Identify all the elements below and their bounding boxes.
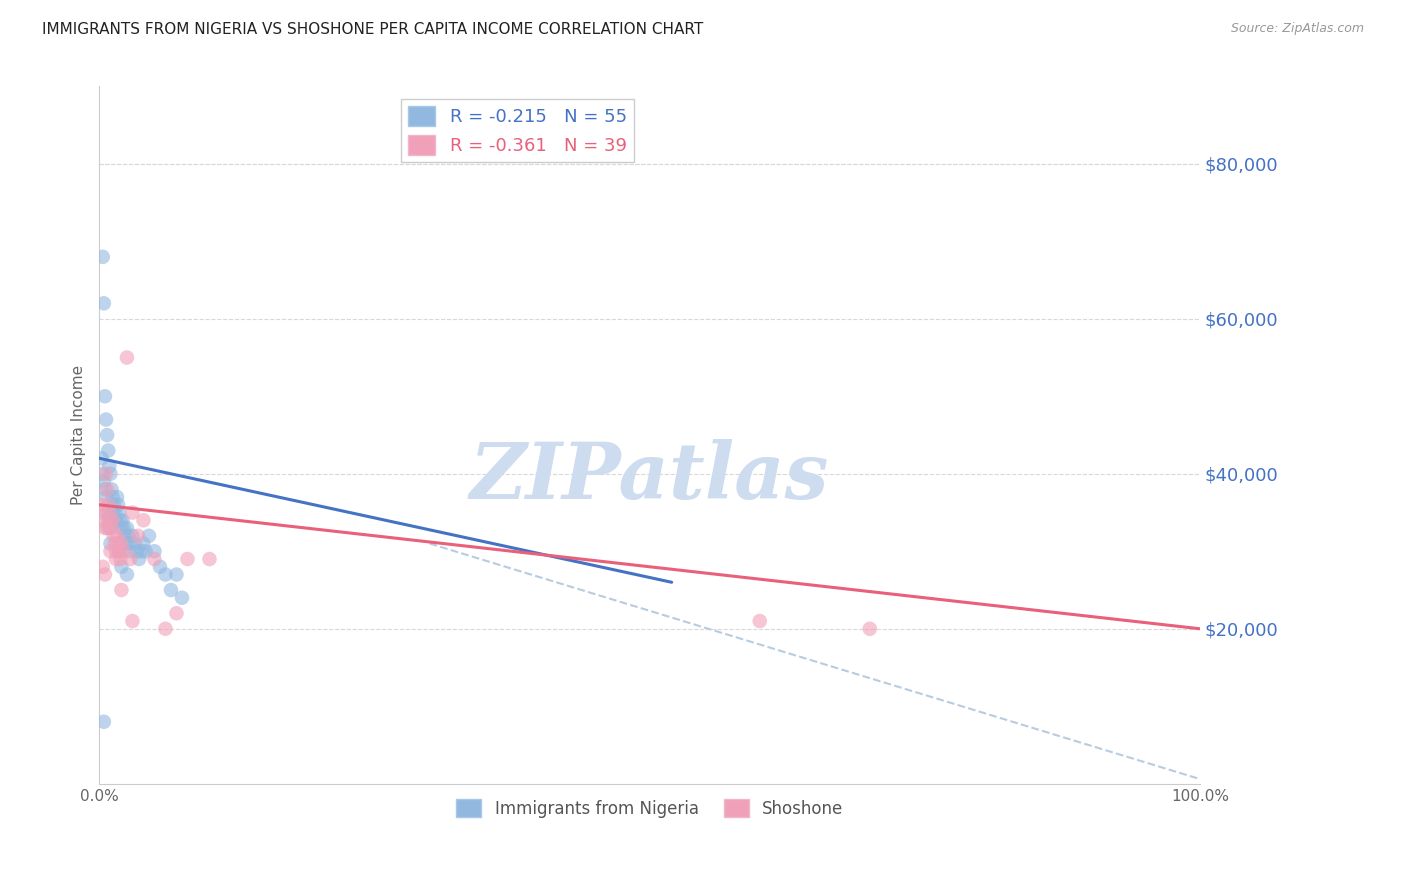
Point	[108, 506, 131, 520]
Point	[91, 467, 114, 481]
Point	[96, 428, 118, 442]
Point	[96, 506, 118, 520]
Point	[115, 351, 138, 365]
Point	[94, 389, 117, 403]
Point	[176, 552, 198, 566]
Point	[155, 622, 177, 636]
Point	[91, 250, 114, 264]
Point	[118, 536, 141, 550]
Point	[104, 513, 127, 527]
Point	[143, 544, 166, 558]
Point	[121, 506, 143, 520]
Point	[97, 443, 120, 458]
Point	[115, 536, 138, 550]
Point	[105, 490, 128, 504]
Point	[98, 506, 121, 520]
Point	[120, 552, 142, 566]
Point	[90, 451, 112, 466]
Point	[166, 607, 188, 621]
Text: Source: ZipAtlas.com: Source: ZipAtlas.com	[1230, 22, 1364, 36]
Point	[107, 536, 129, 550]
Point	[94, 521, 117, 535]
Point	[98, 521, 121, 535]
Point	[114, 529, 136, 543]
Point	[117, 529, 139, 543]
Point	[103, 529, 125, 543]
Point	[166, 567, 188, 582]
Point	[96, 483, 118, 497]
Point	[94, 412, 117, 426]
Point	[108, 544, 131, 558]
Point	[128, 552, 150, 566]
Point	[120, 544, 142, 558]
Point	[104, 552, 127, 566]
Point	[93, 296, 115, 310]
Point	[97, 498, 120, 512]
Point	[110, 521, 132, 535]
Point	[105, 529, 128, 543]
Point	[100, 544, 122, 558]
Point	[107, 498, 129, 512]
Point	[98, 458, 121, 473]
Point	[121, 529, 143, 543]
Point	[115, 521, 138, 535]
Point	[125, 544, 148, 558]
Point	[110, 582, 132, 597]
Legend: Immigrants from Nigeria, Shoshone: Immigrants from Nigeria, Shoshone	[450, 792, 849, 824]
Point	[124, 536, 146, 550]
Point	[111, 513, 134, 527]
Point	[859, 622, 882, 636]
Point	[94, 467, 117, 481]
Point	[93, 714, 115, 729]
Point	[155, 567, 177, 582]
Point	[93, 475, 115, 489]
Point	[100, 513, 122, 527]
Point	[100, 536, 122, 550]
Point	[170, 591, 193, 605]
Point	[104, 513, 127, 527]
Point	[100, 483, 122, 497]
Point	[110, 552, 132, 566]
Point	[110, 536, 132, 550]
Point	[101, 490, 124, 504]
Point	[104, 506, 127, 520]
Y-axis label: Per Capita Income: Per Capita Income	[72, 365, 86, 505]
Point	[135, 544, 157, 558]
Point	[104, 544, 127, 558]
Point	[110, 513, 132, 527]
Point	[149, 559, 172, 574]
Point	[138, 529, 160, 543]
Point	[132, 513, 155, 527]
Point	[93, 513, 115, 527]
Text: ZIPatlas: ZIPatlas	[470, 439, 830, 516]
Point	[91, 506, 114, 520]
Point	[108, 544, 131, 558]
Point	[121, 614, 143, 628]
Text: IMMIGRANTS FROM NIGERIA VS SHOSHONE PER CAPITA INCOME CORRELATION CHART: IMMIGRANTS FROM NIGERIA VS SHOSHONE PER …	[42, 22, 703, 37]
Point	[90, 498, 112, 512]
Point	[100, 521, 122, 535]
Point	[103, 498, 125, 512]
Point	[143, 552, 166, 566]
Point	[748, 614, 770, 628]
Point	[101, 506, 124, 520]
Point	[112, 544, 135, 558]
Point	[94, 483, 117, 497]
Point	[198, 552, 221, 566]
Point	[160, 582, 183, 597]
Point	[112, 521, 135, 535]
Point	[94, 490, 117, 504]
Point	[96, 521, 118, 535]
Point	[115, 567, 138, 582]
Point	[94, 567, 117, 582]
Point	[104, 536, 127, 550]
Point	[100, 467, 122, 481]
Point	[91, 559, 114, 574]
Point	[97, 513, 120, 527]
Point	[110, 559, 132, 574]
Point	[129, 544, 152, 558]
Point	[127, 529, 149, 543]
Point	[132, 536, 155, 550]
Point	[101, 513, 124, 527]
